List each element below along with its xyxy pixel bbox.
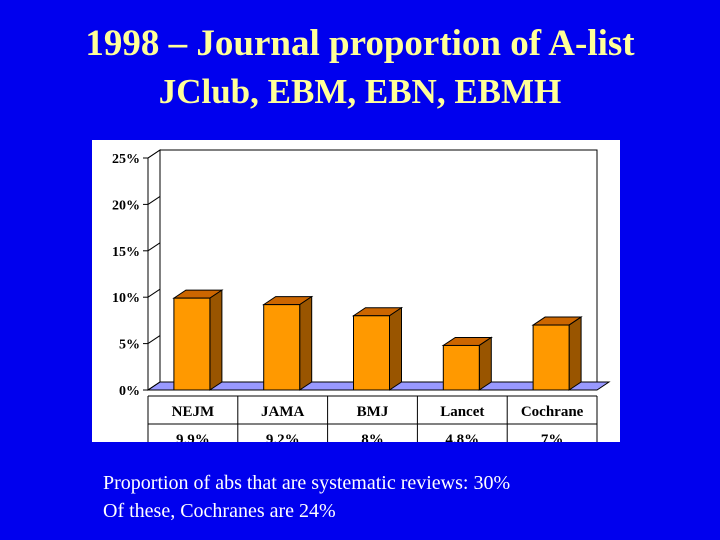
bar-side <box>299 295 313 391</box>
value-label: 7% <box>541 432 564 442</box>
y-tick-diagonal <box>147 381 161 391</box>
value-label: 4.8% <box>445 432 479 442</box>
footer-line-2: Of these, Cochranes are 24% <box>103 500 336 522</box>
bar-side <box>478 336 492 391</box>
y-tick-diagonal <box>147 149 161 159</box>
category-label: JAMA <box>261 404 304 420</box>
bar-chart: 0% 5% 10% 15% 20% 25% NEJM 9.9% JAMA 9.2% BMJ 8% Lan… <box>112 149 611 448</box>
bar-side <box>389 306 402 391</box>
y-tick-label: 5% <box>119 338 140 353</box>
bar <box>442 344 480 391</box>
category-label: Lancet <box>440 404 484 420</box>
y-tick-label: 10% <box>112 291 140 306</box>
category-label: BMJ <box>357 404 389 420</box>
slide-subtitle: JClub, EBM, EBN, EBMH <box>158 72 562 111</box>
value-label: 9.2% <box>266 432 300 442</box>
y-tick-diagonal <box>147 335 161 345</box>
y-tick-label: 20% <box>112 198 140 213</box>
y-tick-label: 25% <box>112 152 140 167</box>
chart-area: 0% 5% 10% 15% 20% 25% NEJM 9.9% JAMA 9.2% BMJ 8% Lan… <box>92 140 620 448</box>
category-label: Cochrane <box>521 404 584 420</box>
value-label: 8% <box>361 432 384 442</box>
bar <box>353 315 390 391</box>
y-tick-label: 0% <box>119 384 140 399</box>
category-label: NEJM <box>172 404 215 420</box>
y-tick-diagonal <box>147 242 161 252</box>
bar-side <box>568 316 582 391</box>
y-tick-label: 15% <box>112 245 140 260</box>
bar <box>263 304 301 391</box>
value-label: 9.9% <box>176 432 210 442</box>
bar <box>173 297 211 391</box>
footer-line-1: Proportion of abs that are systematic re… <box>103 472 511 494</box>
bar <box>532 324 570 391</box>
y-tick-diagonal <box>147 288 161 298</box>
side-wall <box>147 149 161 391</box>
y-tick-diagonal <box>147 195 161 205</box>
bar-side <box>209 289 223 391</box>
slide-title: 1998 – Journal proportion of A-list <box>85 23 635 64</box>
